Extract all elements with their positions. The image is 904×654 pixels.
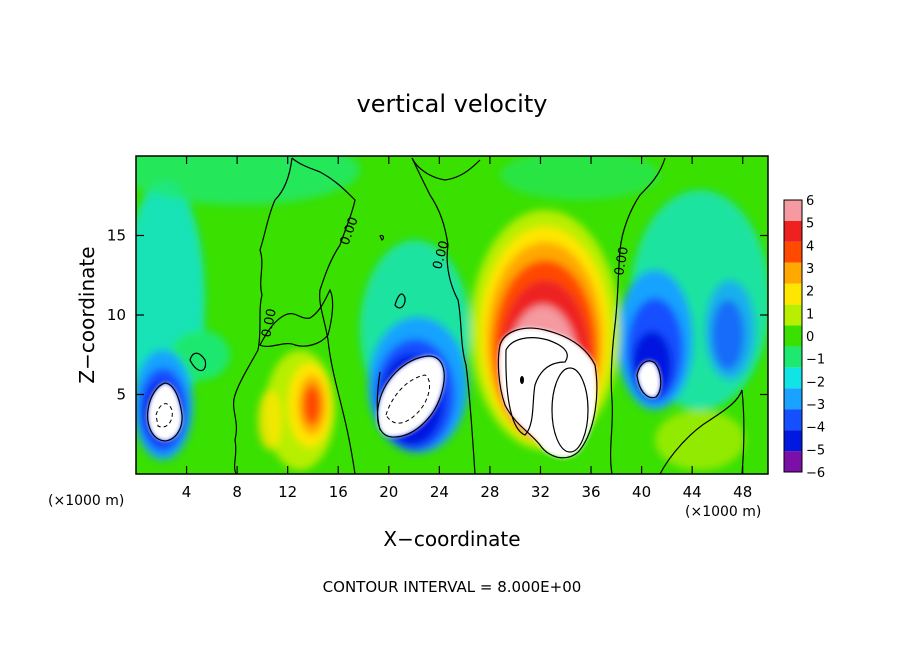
- x-tick-label: 24: [430, 483, 449, 501]
- contour-label: 0.00: [430, 239, 452, 271]
- colorbar-frame: [783, 199, 803, 473]
- chart-title: vertical velocity: [357, 90, 548, 118]
- x-tick-label: 40: [632, 483, 651, 501]
- x-axis-label: X−coordinate: [383, 527, 520, 551]
- colorbar-label: 5: [806, 217, 814, 232]
- x-tick-label: 12: [278, 483, 297, 501]
- colorbar-label: 2: [806, 285, 814, 300]
- colorbar-swatch: [784, 241, 802, 263]
- colorbar-label: −4: [806, 421, 825, 436]
- colorbar-swatch: [784, 283, 802, 305]
- colorbar-swatch: [784, 451, 802, 472]
- x-tick-label: 32: [531, 483, 550, 501]
- y-axis-label: Z−coordinate: [75, 246, 99, 383]
- y-tick-label: 10: [107, 306, 126, 324]
- colorbar-label: 3: [806, 262, 814, 277]
- y-tick-label: 5: [116, 386, 126, 404]
- x-tick-label: 44: [683, 483, 702, 501]
- x-tick-label: 48: [733, 483, 752, 501]
- contour-interval-note: CONTOUR INTERVAL = 8.000E+00: [323, 578, 582, 596]
- x-tick-label: 8: [232, 483, 242, 501]
- colorbar-swatch: [784, 304, 802, 326]
- contour-label: 0.00: [259, 307, 280, 338]
- colorbar-swatch: [784, 388, 802, 410]
- colorbar-label: −5: [806, 443, 825, 458]
- colorbar-label: 1: [806, 307, 814, 322]
- x-axis: 4 8 12 16 20 24 28 32 36 40 44 48: [182, 156, 752, 501]
- x-tick-label: 28: [480, 483, 499, 501]
- x-tick-label: 4: [182, 483, 192, 501]
- colorbar-label: −1: [806, 353, 825, 368]
- colorbar-swatch: [784, 200, 802, 221]
- colorbar-swatch: [784, 325, 802, 347]
- velocity-field: [136, 156, 768, 474]
- colorbar: 6 5 4 3 2 1 0 −1 −2 −3 −4 −5 −6: [783, 194, 825, 481]
- x-tick-label: 36: [581, 483, 600, 501]
- colorbar-label: 6: [806, 194, 814, 209]
- colorbar-swatch: [784, 220, 802, 242]
- contour-label: 0.00: [612, 246, 632, 277]
- x-tick-label: 20: [379, 483, 398, 501]
- x-units-right: (×1000 m): [685, 504, 761, 520]
- colorbar-swatch: [784, 346, 802, 368]
- colorbar-swatch: [784, 409, 802, 431]
- colorbar-label: −6: [806, 466, 825, 481]
- x-units-left: (×1000 m): [48, 493, 124, 509]
- colorbar-swatch: [784, 367, 802, 389]
- colorbar-label: −2: [806, 375, 825, 390]
- colorbar-label: 0: [806, 330, 814, 345]
- colorbar-swatch: [784, 430, 802, 452]
- colorbar-label: −3: [806, 398, 825, 413]
- colorbar-label: 4: [806, 239, 814, 254]
- colorbar-swatch: [784, 262, 802, 284]
- y-axis: 5 10 15: [107, 227, 768, 404]
- x-tick-label: 16: [329, 483, 348, 501]
- y-tick-label: 15: [107, 227, 126, 245]
